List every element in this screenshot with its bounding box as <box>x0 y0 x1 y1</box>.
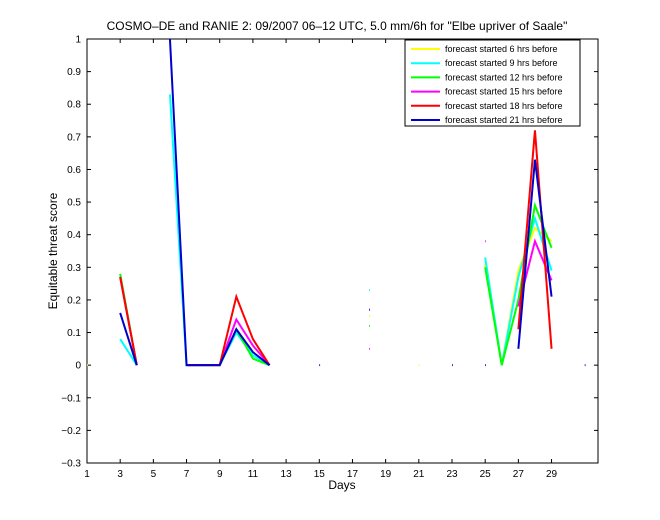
y-axis: −0.3 −0.2 −0.1 0 0.1 0.2 0.3 0.4 0.5 0.6 0.7 0.8 0.9… <box>61 35 598 470</box>
plot-frame <box>86 38 599 464</box>
y-tick-label: 0.3 <box>67 263 81 274</box>
series-6 <box>119 38 586 367</box>
y-tick-label: 0.6 <box>67 165 81 176</box>
y-tick-label: 0 <box>75 361 81 372</box>
series-layer <box>87 38 586 367</box>
x-tick-label: 17 <box>347 469 359 480</box>
y-tick-label: 0.2 <box>67 295 81 306</box>
legend-box <box>404 39 581 127</box>
x-tick-label: 7 <box>184 469 190 480</box>
y-tick-label: 0.4 <box>67 230 81 241</box>
x-tick-label: 15 <box>314 469 326 480</box>
x-axis: 1 3 5 7 9 11 13 15 17 19 21 23 25 27 29 <box>84 39 558 480</box>
legend-entry: forecast started 15 hrs before <box>445 87 563 97</box>
legend-entry: forecast started 9 hrs before <box>445 58 558 68</box>
x-tick-label: 29 <box>546 469 558 480</box>
y-tick-label: −0.3 <box>61 459 81 470</box>
series-line <box>119 338 138 366</box>
series-line <box>517 159 553 349</box>
series-line <box>119 312 138 366</box>
plot-area <box>86 38 599 464</box>
x-tick-label: 9 <box>217 469 223 480</box>
series-1 <box>87 226 553 367</box>
x-tick-label: 19 <box>380 469 392 480</box>
series-line <box>168 38 271 367</box>
x-tick-label: 1 <box>84 469 90 480</box>
x-axis-label: Days <box>328 478 355 492</box>
legend-entry: forecast started 18 hrs before <box>445 101 563 111</box>
y-tick-label: 1 <box>75 35 81 46</box>
series-line <box>517 130 553 349</box>
y-axis-label: Equitable threat score <box>46 192 60 309</box>
series-line <box>119 276 138 366</box>
legend: forecast started 6 hrs before forecast st… <box>404 39 581 127</box>
y-tick-label: 0.8 <box>67 100 81 111</box>
x-tick-label: 27 <box>513 469 525 480</box>
x-tick-label: 11 <box>248 469 259 480</box>
x-tick-label: 5 <box>151 469 157 480</box>
legend-entry: forecast started 21 hrs before <box>445 115 563 125</box>
x-tick-label: 21 <box>413 469 425 480</box>
y-tick-label: −0.2 <box>61 426 81 437</box>
x-tick-label: 13 <box>281 469 293 480</box>
chart-title: COSMO–DE and RANIE 2: 09/2007 06–12 UTC,… <box>107 19 568 33</box>
x-tick-label: 23 <box>446 469 458 480</box>
y-tick-label: 0.9 <box>67 67 81 78</box>
y-tick-label: 0.5 <box>67 198 81 209</box>
legend-entry: forecast started 12 hrs before <box>445 72 563 82</box>
legend-entry: forecast started 6 hrs before <box>445 44 558 54</box>
x-tick-label: 25 <box>480 469 492 480</box>
y-tick-label: 0.7 <box>67 132 81 143</box>
y-tick-label: −0.1 <box>61 393 81 404</box>
x-tick-label: 3 <box>117 469 123 480</box>
series-line <box>484 201 553 366</box>
y-tick-label: 0.1 <box>67 328 81 339</box>
